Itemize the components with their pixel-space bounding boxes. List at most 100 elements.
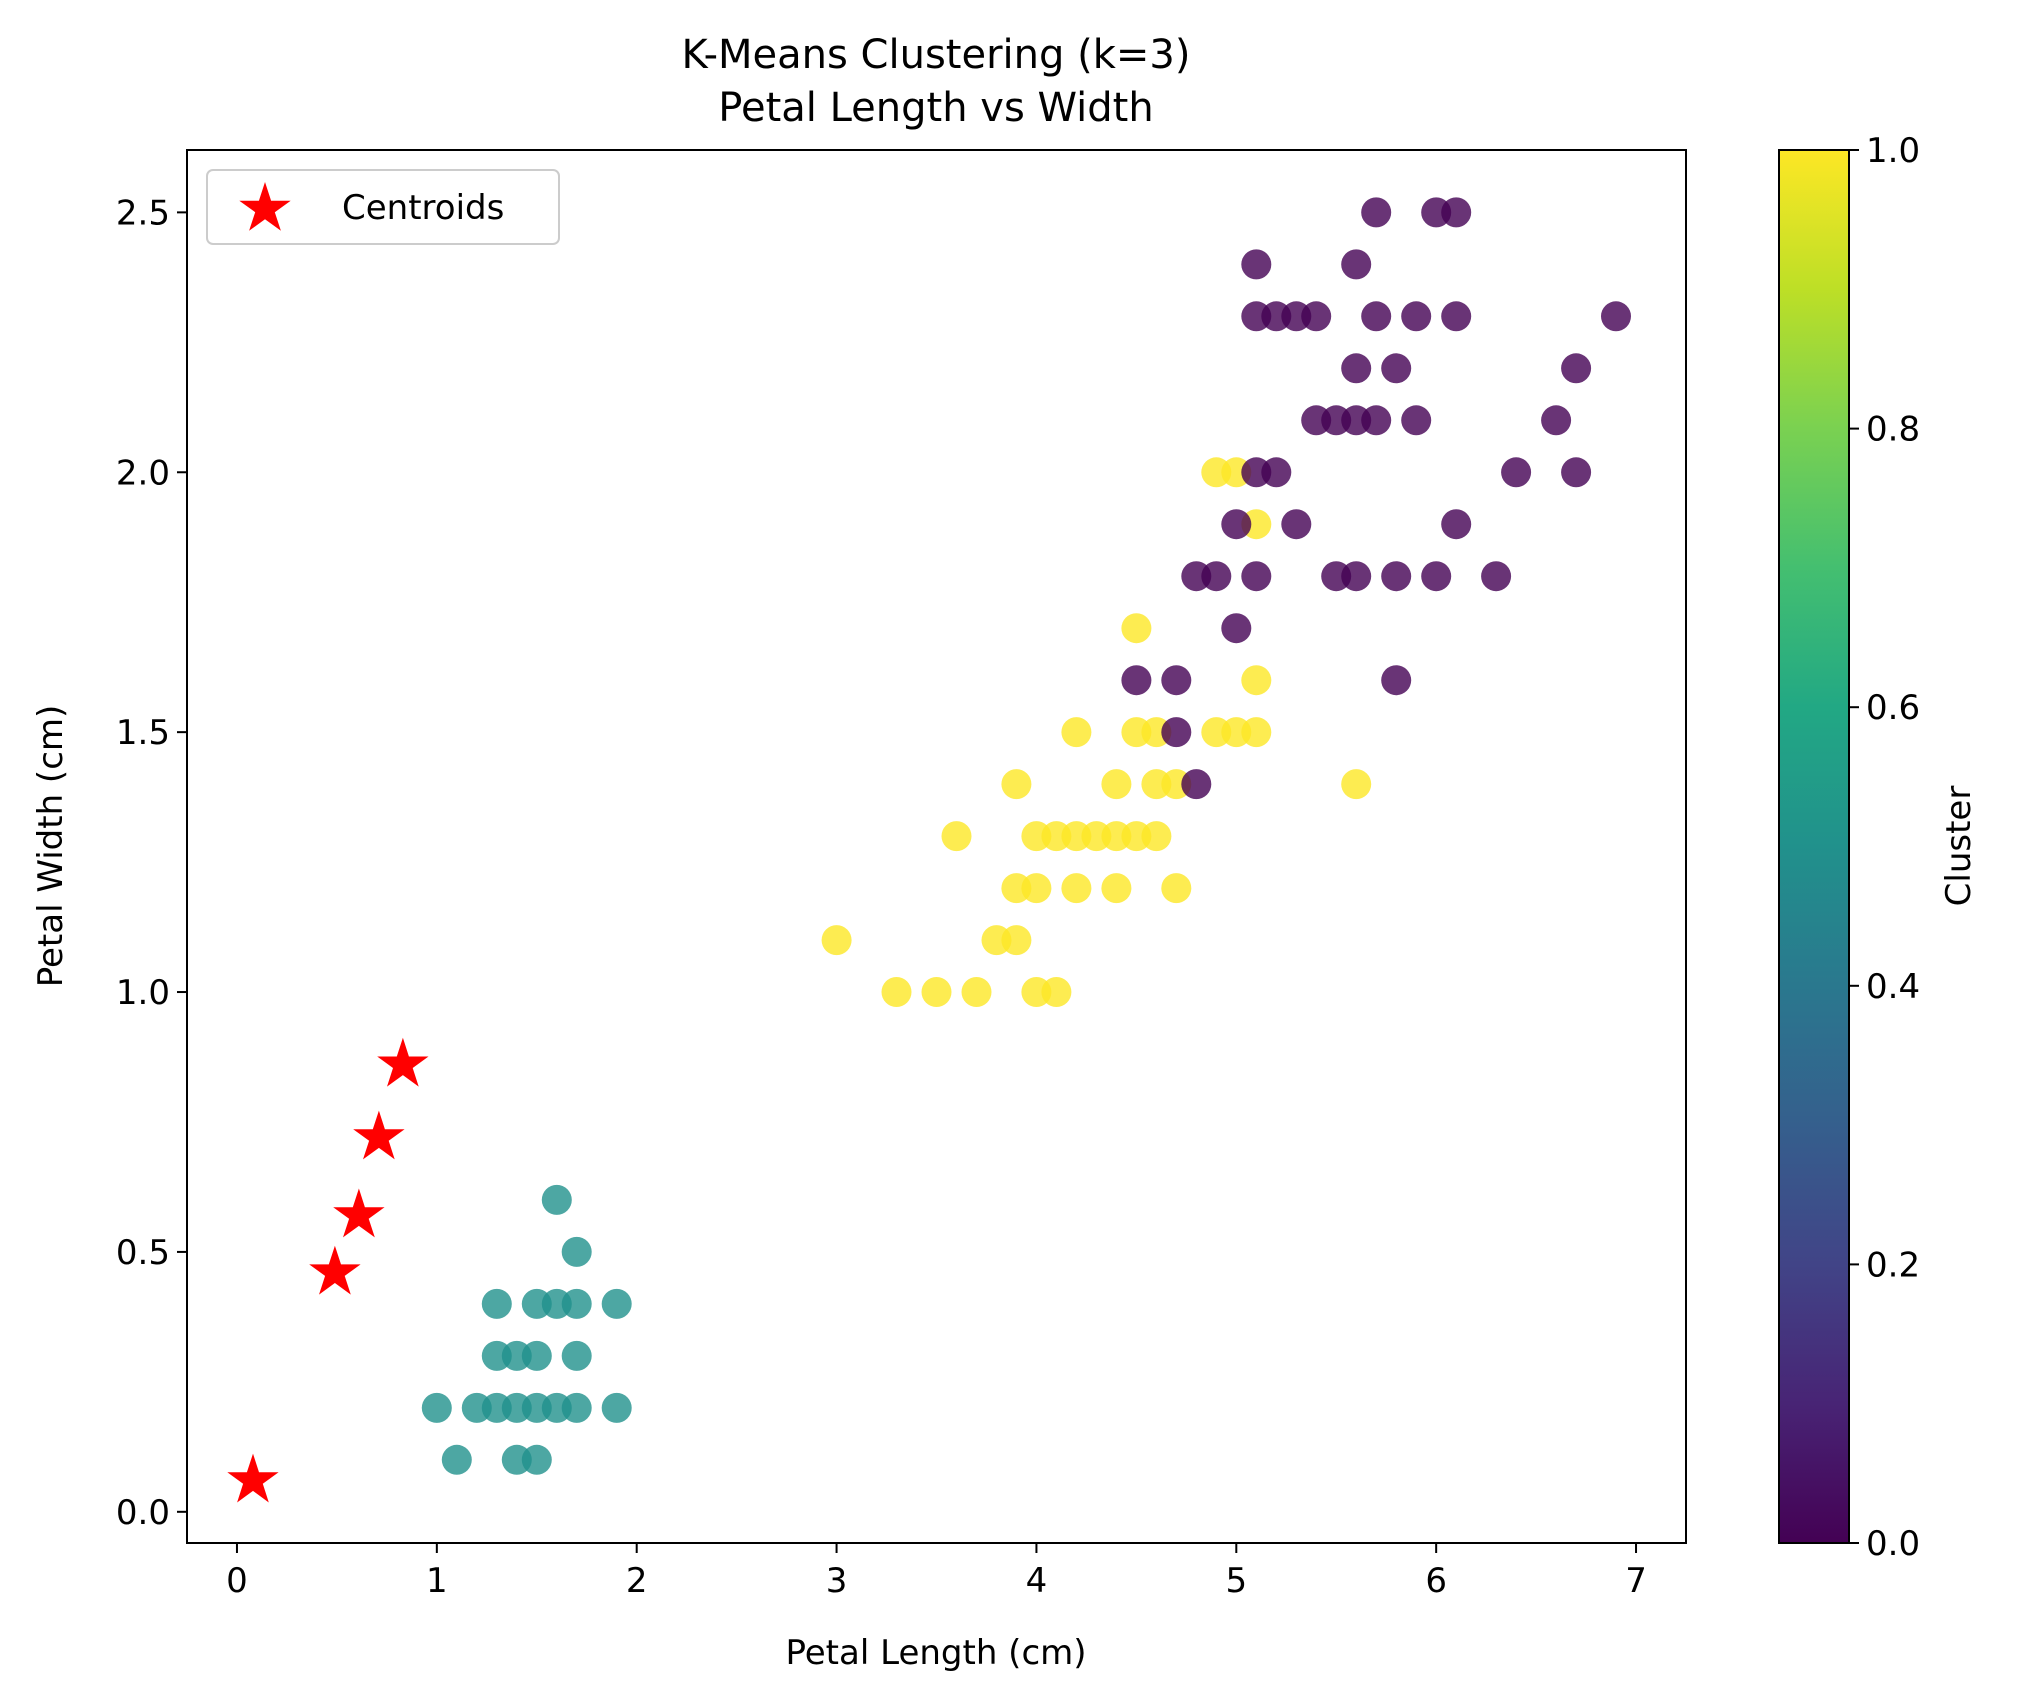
x-tick-label: 0	[226, 1561, 248, 1601]
data-point	[1061, 717, 1092, 748]
data-point	[481, 1288, 512, 1319]
data-point	[1381, 353, 1412, 384]
data-point	[561, 1392, 592, 1423]
data-point	[1161, 717, 1192, 748]
data-point	[521, 1340, 552, 1371]
y-tick-label: 2.0	[116, 453, 170, 493]
data-point	[561, 1288, 592, 1319]
data-point	[1121, 665, 1152, 696]
x-tick-label: 1	[426, 1561, 448, 1601]
data-point	[1001, 769, 1032, 800]
data-point	[961, 977, 992, 1007]
x-axis-label: Petal Length (cm)	[785, 1633, 1086, 1673]
data-point	[1441, 509, 1472, 540]
colorbar-tick-label: 0.8	[1866, 410, 1920, 450]
data-point	[1221, 613, 1252, 644]
data-point	[1141, 821, 1172, 852]
data-point	[1401, 301, 1432, 332]
legend-label-centroids: Centroids	[342, 188, 504, 228]
colorbar-tick-label: 1.0	[1866, 131, 1920, 171]
data-point	[1241, 249, 1272, 280]
colorbar-tick-label: 0.2	[1866, 1245, 1920, 1285]
x-tick-label: 7	[1625, 1561, 1647, 1601]
data-point	[1161, 873, 1192, 904]
data-point	[1361, 301, 1392, 332]
data-point	[1341, 561, 1372, 592]
colorbar: 0.0 0.2 0.4 0.6 0.8 1.0 Cluster	[1778, 131, 1979, 1564]
data-point	[1561, 457, 1592, 488]
data-point	[1481, 561, 1512, 592]
data-point	[1441, 301, 1472, 332]
data-point	[1241, 561, 1272, 592]
data-point	[521, 1444, 552, 1475]
y-tick-label: 1.0	[116, 973, 170, 1013]
data-point	[1341, 769, 1372, 800]
data-point	[1101, 873, 1132, 904]
data-point	[1601, 301, 1631, 332]
centroid-star-icon	[353, 1110, 405, 1160]
data-point	[1361, 197, 1392, 228]
y-tick-label: 1.5	[116, 713, 170, 753]
data-point	[601, 1392, 632, 1423]
data-point	[601, 1288, 632, 1319]
y-tick-label: 2.5	[116, 193, 170, 233]
data-point	[1061, 873, 1092, 904]
data-point	[881, 977, 912, 1007]
data-point	[561, 1340, 592, 1371]
data-point	[1261, 457, 1292, 488]
data-point	[441, 1444, 472, 1475]
colorbar-label: Cluster	[1939, 786, 1979, 907]
x-axis: 0 1 2 3 4 5 6 7	[226, 1543, 1647, 1601]
centroid-star-icon	[309, 1245, 361, 1295]
data-point	[1101, 769, 1132, 800]
y-tick-label: 0.0	[116, 1493, 170, 1533]
data-point	[1501, 457, 1532, 488]
legend-star-icon	[239, 182, 291, 231]
centroid-markers	[227, 1037, 429, 1503]
y-tick-label: 0.5	[116, 1233, 170, 1273]
data-point	[1441, 197, 1472, 228]
data-point	[1561, 353, 1592, 384]
colorbar-tick-label: 0.4	[1866, 967, 1920, 1007]
y-axis-label: Petal Width (cm)	[31, 705, 71, 988]
data-point	[1121, 613, 1152, 644]
x-tick-label: 5	[1225, 1561, 1247, 1601]
data-point	[1281, 509, 1312, 540]
data-point	[1381, 665, 1412, 696]
centroid-star-icon	[333, 1188, 385, 1238]
data-point	[1341, 353, 1372, 384]
data-point	[1001, 925, 1032, 956]
data-point	[1541, 405, 1572, 436]
colorbar-ticks: 0.0 0.2 0.4 0.6 0.8 1.0	[1849, 131, 1920, 1564]
data-point	[821, 925, 852, 956]
x-tick-label: 6	[1425, 1561, 1447, 1601]
x-tick-label: 3	[826, 1561, 848, 1601]
data-point	[1221, 509, 1252, 540]
data-point	[421, 1392, 452, 1423]
data-point	[1241, 665, 1272, 696]
data-points	[421, 197, 1631, 1475]
plot-frame	[186, 149, 1687, 1544]
chart-title-line2: Petal Length vs Width	[718, 85, 1153, 131]
data-point	[1381, 561, 1412, 592]
data-point	[1241, 717, 1272, 748]
colorbar-gradient	[1778, 149, 1850, 1544]
y-axis: 0.0 0.5 1.0 1.5 2.0 2.5	[116, 193, 187, 1533]
colorbar-tick-label: 0.0	[1866, 1524, 1920, 1564]
legend: Centroids	[206, 169, 560, 245]
legend-box	[206, 169, 560, 245]
data-point	[1181, 769, 1212, 800]
colorbar-tick-label: 0.6	[1866, 688, 1920, 728]
data-point	[1201, 561, 1232, 592]
data-point	[1041, 977, 1072, 1007]
data-point	[941, 821, 972, 852]
x-tick-label: 4	[1026, 1561, 1048, 1601]
data-point	[1021, 873, 1052, 904]
data-point	[1301, 301, 1332, 332]
chart-title-line1: K-Means Clustering (k=3)	[682, 32, 1191, 78]
centroid-star-icon	[377, 1037, 429, 1087]
data-point	[1401, 405, 1432, 436]
data-point	[1341, 249, 1372, 280]
data-point	[561, 1236, 592, 1267]
